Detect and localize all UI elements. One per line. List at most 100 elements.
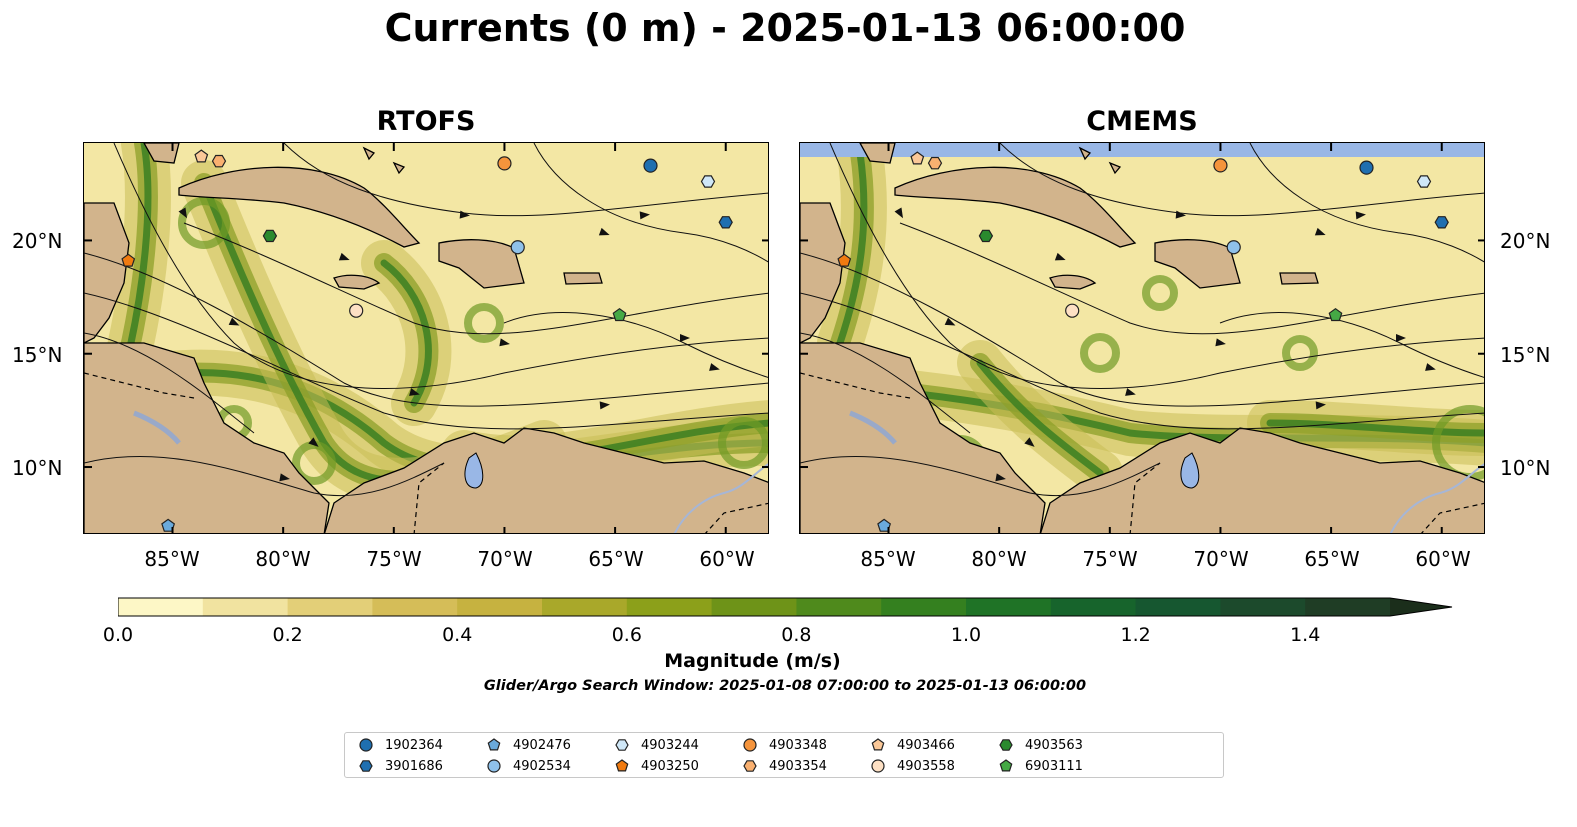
streamline-arrow — [1175, 210, 1186, 219]
float-marker-4903250[interactable] — [837, 253, 852, 267]
map-rtofs[interactable] — [83, 142, 769, 534]
colorbar-tick-label: 0.0 — [102, 624, 134, 646]
lon-label-85w-b: 85°W — [860, 547, 916, 571]
legend-marker-4903558[interactable] — [871, 759, 885, 773]
legend-item-4902534: 4902534 — [485, 757, 571, 775]
eddy — [718, 417, 768, 469]
legend-item-3901686: 3901686 — [357, 757, 443, 775]
legend-marker-icon — [871, 759, 885, 773]
border — [1129, 462, 1161, 533]
legend-marker-3901686[interactable] — [359, 760, 373, 772]
lat-label-10n-right: 10°N — [1500, 456, 1551, 480]
float-marker-4903354[interactable] — [927, 156, 943, 170]
lake-maracaibo — [464, 452, 484, 489]
legend-item-4903563: 4903563 — [997, 736, 1083, 754]
map-cmems-canvas — [800, 143, 1484, 533]
legend-label: 4902476 — [513, 737, 571, 753]
land — [1108, 161, 1122, 175]
streamline-arrow — [944, 317, 956, 326]
legend-marker-4903466[interactable] — [871, 738, 885, 751]
colorbar-tick-label: 0.4 — [442, 624, 473, 646]
float-marker-4903466[interactable] — [194, 149, 209, 163]
lon-label-80w-b: 80°W — [971, 547, 1027, 571]
float-marker-4903250[interactable] — [121, 253, 136, 267]
streamline-arrow — [680, 334, 690, 342]
float-marker-6903111[interactable] — [612, 307, 627, 322]
map-cmems[interactable] — [799, 142, 1485, 534]
land — [800, 202, 846, 344]
float-marker-4902534[interactable] — [510, 240, 525, 255]
lon-label-80w-a: 80°W — [255, 547, 311, 571]
colorbar-extend-arrow — [1390, 598, 1452, 616]
float-marker-1902364[interactable] — [643, 158, 658, 173]
float-marker-1902364[interactable] — [1359, 160, 1374, 175]
panel-title-rtofs: RTOFS — [376, 106, 476, 137]
lat-label-20n-left: 20°N — [12, 229, 63, 253]
current-band-core — [380, 259, 432, 407]
float-marker-3901686[interactable] — [718, 216, 733, 229]
float-marker-4903348[interactable] — [497, 156, 512, 171]
legend-marker-icon — [871, 738, 885, 751]
map-rtofs-canvas — [84, 143, 768, 533]
float-marker-4903563[interactable] — [978, 229, 994, 243]
streamline — [829, 143, 1484, 389]
legend-marker-4903348[interactable] — [743, 738, 757, 752]
legend-marker-icon — [487, 738, 501, 751]
legend-label: 4903466 — [897, 737, 955, 753]
float-marker-4903466[interactable] — [910, 151, 925, 165]
colorbar-bin — [118, 598, 204, 616]
lake-maracaibo — [1180, 452, 1200, 489]
streamline-arrow — [499, 338, 510, 347]
float-marker-4903244[interactable] — [1416, 175, 1432, 188]
eddy — [178, 197, 230, 249]
current-band-core — [1266, 419, 1484, 437]
float-marker-6903111[interactable] — [1328, 307, 1343, 322]
colorbar-bin — [202, 598, 289, 616]
border — [1421, 502, 1484, 533]
legend-marker-icon — [615, 759, 629, 772]
legend-marker-4902534[interactable] — [487, 759, 501, 773]
streamline — [800, 292, 1484, 430]
colorbar-outline — [118, 597, 1453, 617]
border — [413, 462, 445, 533]
border — [84, 372, 195, 399]
legend-item-4903250: 4903250 — [613, 757, 699, 775]
legend-marker-4903250[interactable] — [615, 759, 629, 772]
land — [143, 143, 180, 164]
streamline — [183, 222, 768, 335]
legend-marker-4903244[interactable] — [615, 739, 629, 751]
legend-marker-icon — [743, 760, 757, 772]
streamline — [899, 222, 1484, 335]
legend-marker-4903563[interactable] — [999, 739, 1013, 751]
legend-item-4903466: 4903466 — [869, 736, 955, 754]
colorbar-bin — [626, 598, 713, 616]
lat-label-15n-right: 15°N — [1500, 343, 1551, 367]
legend-marker-icon — [999, 759, 1013, 772]
streamline — [84, 455, 445, 497]
colorbar-bin — [457, 598, 543, 616]
legend-marker-6903111[interactable] — [999, 759, 1013, 772]
float-marker-4903244[interactable] — [700, 175, 716, 188]
float-marker-4902476[interactable] — [877, 518, 892, 532]
legend-item-4902476: 4902476 — [485, 736, 571, 754]
river — [1389, 463, 1484, 533]
float-marker-4903558[interactable] — [1065, 303, 1080, 318]
lake-nicaragua — [849, 410, 897, 445]
float-marker-4902534[interactable] — [1226, 240, 1241, 255]
streamline-arrow — [1314, 227, 1326, 236]
legend-item-4903354: 4903354 — [741, 757, 827, 775]
float-marker-4903563[interactable] — [262, 229, 278, 243]
legend-marker-4902476[interactable] — [487, 738, 501, 751]
streamline-arrow — [409, 388, 420, 396]
streamline — [999, 143, 1484, 217]
colorbar-bin — [796, 598, 882, 616]
float-marker-4903558[interactable] — [349, 303, 364, 318]
float-marker-4903354[interactable] — [211, 154, 227, 168]
float-marker-4902476[interactable] — [161, 518, 176, 532]
legend-label: 3901686 — [385, 758, 443, 774]
legend-marker-4903354[interactable] — [743, 760, 757, 772]
legend-marker-1902364[interactable] — [359, 738, 373, 752]
lat-label-10n-left: 10°N — [12, 456, 63, 480]
float-marker-3901686[interactable] — [1434, 216, 1449, 229]
float-marker-4903348[interactable] — [1213, 158, 1228, 173]
